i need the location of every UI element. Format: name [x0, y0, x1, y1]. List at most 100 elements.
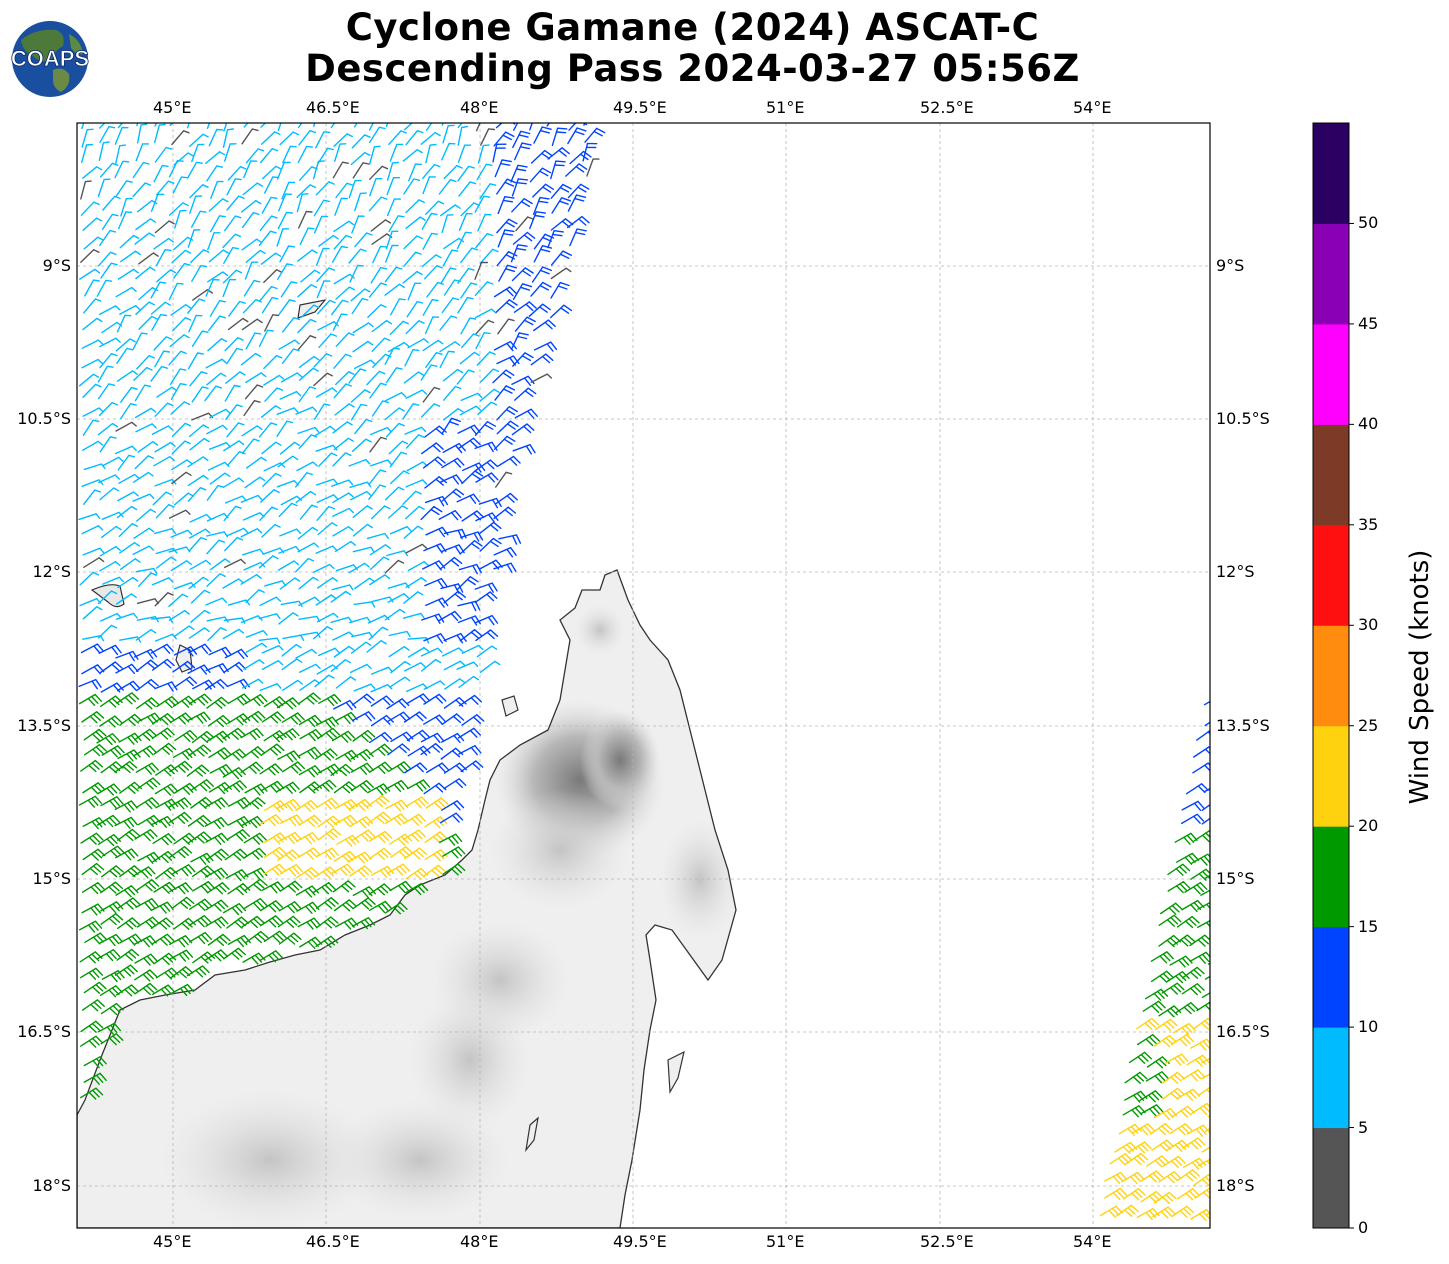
wind-barb [385, 422, 405, 438]
wind-barb [1128, 1051, 1152, 1064]
wind-barb [186, 965, 210, 978]
wind-barb [114, 126, 129, 145]
wind-barb [97, 783, 121, 796]
wind-barb [458, 745, 482, 756]
wind-barb [332, 421, 353, 434]
wind-barb [441, 457, 465, 469]
wind-barb [192, 951, 216, 964]
wind-barb [300, 304, 320, 319]
wind-barb [135, 218, 156, 231]
wind-barb [134, 407, 157, 419]
wind-barb [136, 879, 160, 892]
wind-barb [442, 249, 459, 267]
wind-barb [174, 676, 198, 688]
wind-barb [276, 728, 300, 741]
wind-barb [403, 591, 424, 604]
wind-barb [150, 193, 165, 212]
wind-barb [334, 403, 355, 416]
wind-barb [384, 813, 408, 826]
wind-barb [226, 178, 242, 196]
wind-barb [384, 559, 405, 574]
wind-barb [227, 451, 246, 466]
wind-barb [317, 647, 340, 657]
wind-barb [529, 167, 552, 183]
wind-barb [348, 368, 367, 384]
wind-barb [280, 600, 303, 607]
wind-barb [97, 590, 118, 605]
wind-barb [242, 182, 263, 196]
wind-barb [1139, 1090, 1163, 1103]
wind-barb [119, 713, 143, 726]
wind-barb [115, 848, 139, 861]
wind-barb [384, 283, 405, 296]
wind-barb [97, 834, 121, 847]
wind-barb [243, 160, 258, 179]
wind-barb [441, 647, 464, 657]
wind-barb [277, 455, 299, 468]
wind-barb [331, 245, 348, 263]
wind-barb [80, 643, 105, 654]
wind-barb [208, 249, 229, 263]
wind-barb [188, 424, 209, 438]
island [501, 695, 519, 717]
wind-barb [258, 422, 278, 438]
wind-barb [333, 234, 353, 250]
wind-barb [494, 385, 516, 401]
wind-barb [312, 563, 335, 574]
wind-barb [332, 161, 349, 179]
wind-barb [420, 732, 444, 743]
wind-barb [173, 832, 197, 845]
wind-barb [406, 693, 431, 704]
wind-barb [493, 506, 516, 520]
wind-barb [456, 231, 472, 250]
wind-barb [368, 883, 392, 896]
wind-barb [369, 556, 390, 571]
colorbar-segment [1313, 1127, 1349, 1229]
wind-barb [261, 743, 285, 756]
gridlines [77, 123, 1210, 1228]
wind-barb [1186, 1054, 1210, 1067]
wind-barb [388, 505, 408, 519]
wind-barb [244, 783, 268, 796]
wind-barb [297, 526, 319, 540]
wind-barb [97, 1022, 121, 1035]
wind-barb [168, 593, 189, 607]
wind-barb [388, 130, 407, 145]
wind-barb [241, 238, 263, 251]
wind-barb [242, 710, 266, 723]
wind-barb [80, 1020, 104, 1033]
wind-barb [280, 814, 304, 827]
wind-barb [404, 762, 428, 774]
wind-barb [136, 355, 155, 370]
wind-barb [533, 341, 558, 352]
wind-barb [352, 886, 376, 899]
wind-barb [1161, 982, 1185, 995]
wind-barb [205, 899, 229, 912]
wind-barb [298, 434, 318, 449]
wind-barb [82, 407, 104, 417]
wind-barb [423, 265, 443, 280]
wind-barb [496, 218, 518, 234]
wind-barb [99, 162, 119, 178]
wind-barb [136, 697, 159, 710]
wind-barb [384, 799, 409, 812]
wind-barb [259, 900, 283, 913]
wind-barb [405, 577, 427, 589]
wind-barb [352, 505, 373, 518]
wind-barb [81, 999, 105, 1012]
wind-barb [496, 178, 517, 195]
wind-barb [351, 134, 371, 149]
wind-barb [155, 867, 178, 880]
wind-barb [439, 474, 463, 485]
wind-barb [372, 245, 387, 264]
wind-barb [370, 714, 394, 727]
wind-barb [99, 985, 123, 998]
wind-barb [530, 373, 553, 383]
wind-barb [156, 269, 177, 283]
wind-barb [497, 229, 515, 248]
wind-barb [1190, 868, 1210, 881]
wind-barb [258, 613, 281, 620]
wind-barb [173, 625, 195, 638]
wind-barb [134, 953, 158, 966]
wind-barb [80, 1035, 104, 1048]
